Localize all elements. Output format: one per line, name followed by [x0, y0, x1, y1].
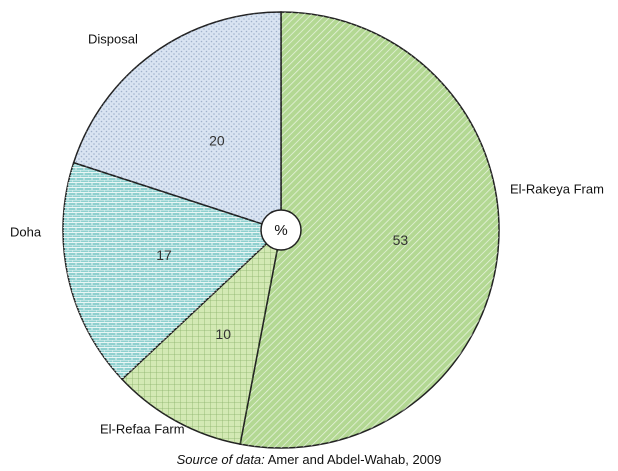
value-label: 53: [393, 232, 409, 248]
center-label: %: [274, 222, 287, 239]
category-label: Disposal: [88, 31, 138, 46]
source-label: Source of data:: [177, 452, 266, 467]
source-text: Amer and Abdel-Wahab, 2009: [268, 452, 442, 467]
category-label: Doha: [10, 224, 42, 239]
value-label: 17: [156, 247, 172, 263]
slice-texture: [62, 162, 281, 380]
slice-texture: [73, 12, 281, 230]
value-label: 10: [215, 326, 231, 342]
source-note: Source of data: Amer and Abdel-Wahab, 20…: [177, 452, 442, 467]
center-circle: [260, 209, 302, 251]
category-label: El-Refaa Farm: [100, 421, 185, 436]
value-label: 20: [209, 133, 225, 149]
category-label: El-Rakeya Fram: [510, 181, 604, 196]
slice-texture: [240, 12, 500, 448]
slice-texture: [122, 230, 281, 445]
